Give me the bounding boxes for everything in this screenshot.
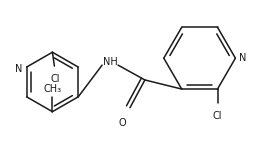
Text: O: O bbox=[118, 118, 126, 128]
Text: NH: NH bbox=[103, 57, 117, 67]
Text: N: N bbox=[239, 53, 247, 63]
Text: CH₃: CH₃ bbox=[43, 84, 61, 94]
Text: Cl: Cl bbox=[51, 74, 60, 84]
Text: Cl: Cl bbox=[213, 111, 222, 121]
Text: N: N bbox=[15, 64, 23, 74]
